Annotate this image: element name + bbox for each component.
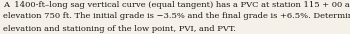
Text: elevation 750 ft. The initial grade is −3.5% and the final grade is +6.5%. Deter: elevation 750 ft. The initial grade is −… [3,12,350,20]
Text: A  1400-ft–long sag vertical curve (equal tangent) has a PVC at station 115 + 00: A 1400-ft–long sag vertical curve (equal… [3,1,350,9]
Text: elevation and stationing of the low point, PVI, and PVT.: elevation and stationing of the low poin… [3,25,236,33]
